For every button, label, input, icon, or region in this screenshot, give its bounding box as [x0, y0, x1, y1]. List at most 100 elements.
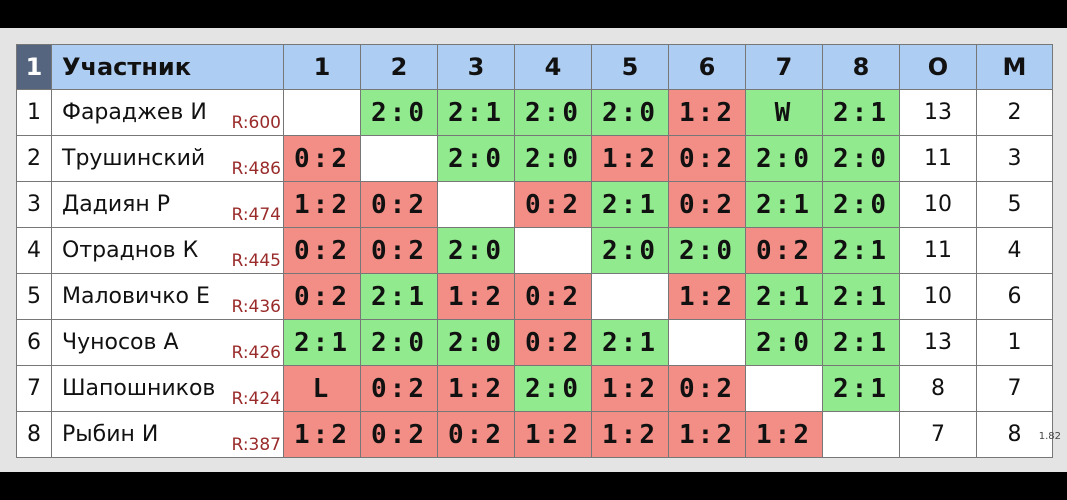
score-cell: 0:2 — [361, 412, 438, 458]
points: 13 — [900, 320, 977, 366]
column-header: 1 — [284, 44, 361, 90]
score-cell: 2:1 — [823, 274, 900, 320]
player-name: Фараджев И R:600 — [52, 90, 284, 136]
score-cell: 2:0 — [515, 90, 592, 136]
place: 3 — [977, 136, 1053, 182]
player-name: Трушинский R:486 — [52, 136, 284, 182]
column-header: Участник — [52, 44, 284, 90]
player-name: Рыбин И R:387 — [52, 412, 284, 458]
score-cell: 2:0 — [592, 228, 669, 274]
score-cell: L — [284, 366, 361, 412]
score-cell: 0:2 — [515, 320, 592, 366]
row-number: 8 — [16, 412, 52, 458]
rating: R:474 — [230, 205, 281, 225]
score-cell: 0:2 — [284, 228, 361, 274]
score-cell: 2:1 — [438, 90, 515, 136]
rating: R:445 — [230, 251, 281, 271]
score-cell: 0:2 — [515, 182, 592, 228]
row-number: 1 — [16, 90, 52, 136]
score-cell: 1:2 — [669, 412, 746, 458]
diagonal-cell — [438, 182, 515, 228]
score-cell: 2:1 — [823, 320, 900, 366]
column-header: 8 — [823, 44, 900, 90]
score-cell: 0:2 — [669, 136, 746, 182]
score-cell: 2:1 — [361, 274, 438, 320]
points: 8 — [900, 366, 977, 412]
place: 1 — [977, 320, 1053, 366]
score-cell: 0:2 — [438, 412, 515, 458]
column-header: 6 — [669, 44, 746, 90]
player-name: Маловичко Е R:436 — [52, 274, 284, 320]
score-cell: 0:2 — [669, 366, 746, 412]
score-cell: 2:0 — [823, 136, 900, 182]
score-cell: 0:2 — [669, 182, 746, 228]
rating: R:486 — [230, 159, 281, 179]
score-cell: 1:2 — [669, 90, 746, 136]
player-name: Шапошников R:424 — [52, 366, 284, 412]
points: 11 — [900, 136, 977, 182]
score-cell: 1:2 — [592, 136, 669, 182]
points: 13 — [900, 90, 977, 136]
diagonal-cell — [592, 274, 669, 320]
row-number: 4 — [16, 228, 52, 274]
place: 7 — [977, 366, 1053, 412]
place: 8 — [977, 412, 1053, 458]
column-header: 2 — [361, 44, 438, 90]
score-cell: 0:2 — [746, 228, 823, 274]
player-name: Отраднов К R:445 — [52, 228, 284, 274]
score-cell: 2:0 — [438, 320, 515, 366]
diagonal-cell — [669, 320, 746, 366]
score-cell: 2:0 — [361, 320, 438, 366]
diagonal-cell — [823, 412, 900, 458]
score-cell: 2:1 — [746, 182, 823, 228]
column-header: 3 — [438, 44, 515, 90]
score-cell: 1:2 — [438, 366, 515, 412]
score-cell: 2:0 — [746, 136, 823, 182]
points: 10 — [900, 274, 977, 320]
score-cell: 2:0 — [515, 366, 592, 412]
rating: R:436 — [230, 297, 281, 317]
diagonal-cell — [361, 136, 438, 182]
score-cell: 1:2 — [284, 412, 361, 458]
points: 10 — [900, 182, 977, 228]
score-cell: 2:1 — [746, 274, 823, 320]
score-cell: 2:0 — [515, 136, 592, 182]
score-cell: 2:1 — [823, 228, 900, 274]
score-cell: 2:1 — [823, 366, 900, 412]
score-cell: 1:2 — [592, 412, 669, 458]
column-header: 7 — [746, 44, 823, 90]
player-name: Дадиян Р R:474 — [52, 182, 284, 228]
version: 1.82 — [1038, 431, 1061, 442]
score-cell: 2:1 — [592, 182, 669, 228]
score-cell: 1:2 — [592, 366, 669, 412]
points: 11 — [900, 228, 977, 274]
corner-cell: 1 — [16, 44, 52, 90]
rating: R:424 — [230, 389, 281, 409]
column-header: 5 — [592, 44, 669, 90]
column-header: 4 — [515, 44, 592, 90]
score-cell: 2:0 — [438, 136, 515, 182]
score-cell: 1:2 — [746, 412, 823, 458]
points: 7 — [900, 412, 977, 458]
row-number: 2 — [16, 136, 52, 182]
score-cell: 2:1 — [592, 320, 669, 366]
place: 2 — [977, 90, 1053, 136]
score-cell: 0:2 — [361, 366, 438, 412]
diagonal-cell — [515, 228, 592, 274]
place: 6 — [977, 274, 1053, 320]
score-cell: 2:0 — [361, 90, 438, 136]
player-name: Чуносов А R:426 — [52, 320, 284, 366]
column-header: М — [977, 44, 1053, 90]
score-cell: 0:2 — [284, 136, 361, 182]
score-cell: 2:0 — [669, 228, 746, 274]
score-cell: 2:0 — [823, 182, 900, 228]
row-number: 6 — [16, 320, 52, 366]
score-cell: 1:2 — [284, 182, 361, 228]
row-number: 7 — [16, 366, 52, 412]
score-cell: 0:2 — [361, 182, 438, 228]
rating: R:387 — [230, 435, 281, 455]
place: 5 — [977, 182, 1053, 228]
score-cell: 2:0 — [438, 228, 515, 274]
score-cell: W — [746, 90, 823, 136]
